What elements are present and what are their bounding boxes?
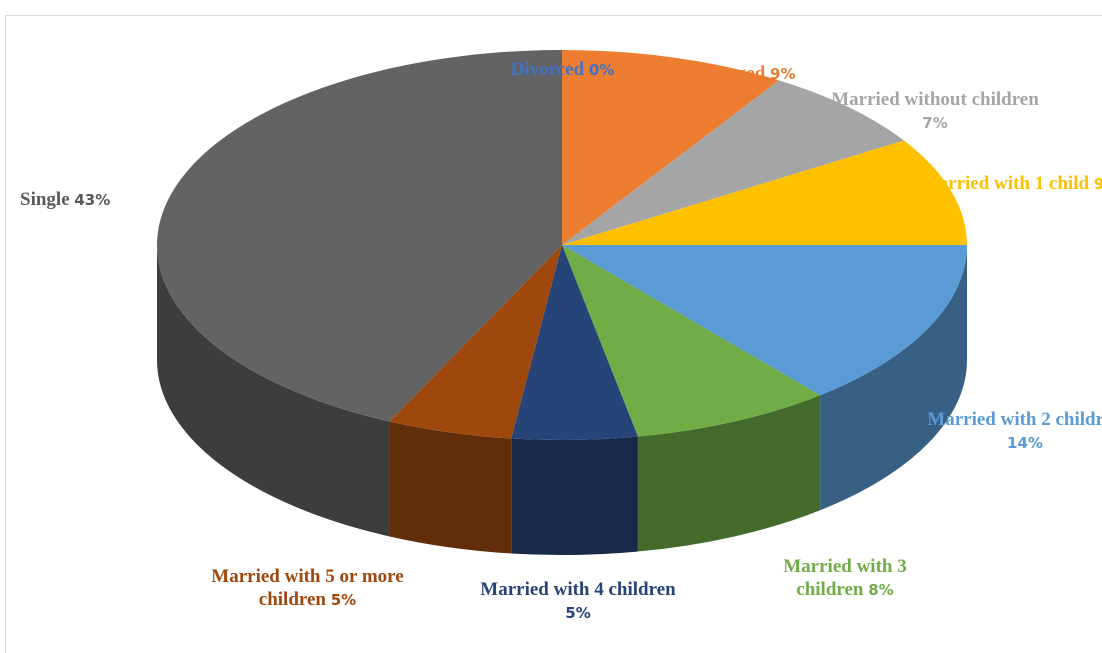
data-label: Married with 2 children 14%	[925, 408, 1102, 455]
slice	[156, 50, 562, 422]
value-label: 9%	[770, 65, 796, 83]
value-label: 43%	[74, 191, 111, 209]
slice-side	[637, 395, 821, 552]
category-label: Single	[20, 189, 70, 210]
slice	[562, 50, 780, 245]
data-label: Married without children 7%	[820, 88, 1050, 135]
value-label: 5%	[330, 591, 357, 609]
data-label: Married with 4 children 5%	[478, 578, 678, 625]
category-label: Married with 3 children	[783, 556, 907, 600]
category-label: Married with 4 children	[480, 579, 676, 600]
value-label: 0%	[588, 61, 615, 79]
category-label: Engaged	[694, 63, 766, 84]
value-label: 8%	[868, 581, 894, 599]
data-label: Single 43%	[20, 188, 180, 212]
category-label: Married with 5 or more children	[211, 566, 404, 610]
slice	[562, 245, 968, 396]
slice	[562, 245, 821, 437]
data-label: Divorced 0%	[470, 58, 655, 82]
value-label: 7%	[922, 114, 948, 132]
category-label: Married with 1 child	[920, 173, 1090, 194]
slice	[562, 80, 904, 246]
value-label: 9%	[1093, 175, 1102, 193]
chart-frame	[5, 15, 1102, 653]
slice-side	[511, 436, 638, 556]
slice-side	[820, 245, 968, 511]
slice-side	[389, 421, 512, 554]
data-label: Married with 3 children 8%	[750, 555, 940, 602]
value-label: 5%	[565, 604, 591, 622]
slice	[562, 140, 967, 245]
data-label: Engaged 9%	[660, 62, 830, 86]
slice	[511, 245, 638, 440]
category-label: Divorced	[510, 59, 585, 80]
data-label: Married with 1 child 9%	[920, 172, 1102, 196]
slice	[389, 245, 562, 439]
slice-side	[157, 245, 390, 537]
category-label: Married without children	[831, 89, 1039, 110]
data-label: Married with 5 or more children 5%	[200, 565, 415, 612]
category-label: Married with 2 children	[927, 409, 1102, 430]
value-label: 14%	[1007, 434, 1043, 452]
